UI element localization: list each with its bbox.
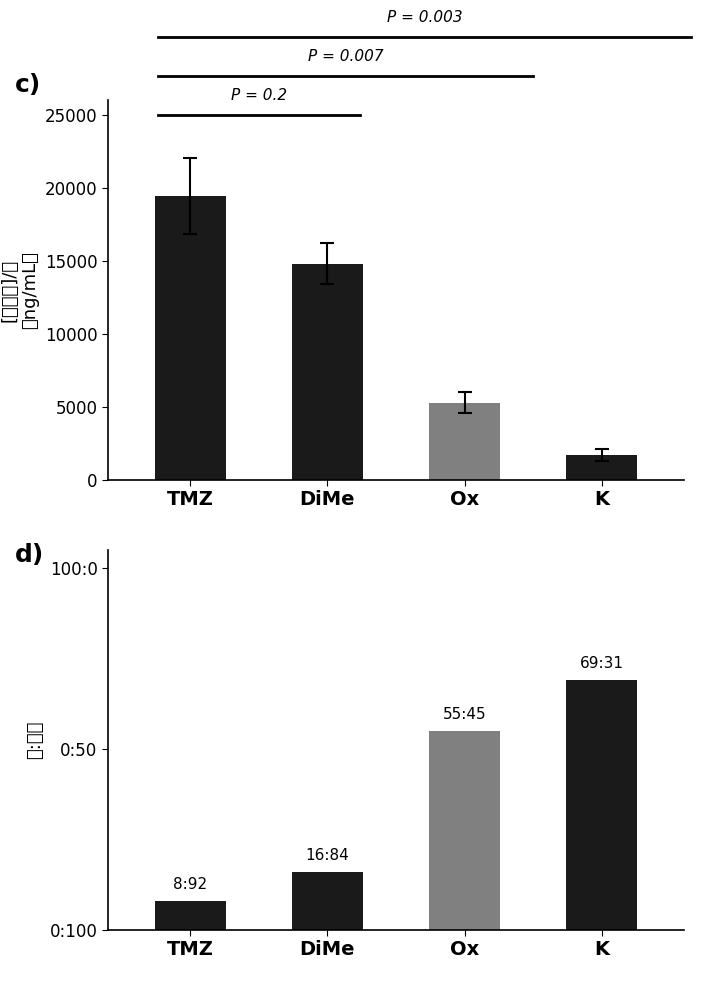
Y-axis label: [化合物]/血
（ng/mL）: [化合物]/血 （ng/mL） [1,251,40,329]
Text: 55:45: 55:45 [443,707,487,722]
Bar [292,264,363,480]
Text: 16:84: 16:84 [305,848,349,863]
Text: c): c) [14,73,40,97]
Bar [566,455,637,480]
Y-axis label: 腦:血比: 腦:血比 [26,721,44,759]
Text: 69:31: 69:31 [580,656,624,671]
Text: P = 0.003: P = 0.003 [387,10,463,25]
Bar [429,403,500,480]
Bar [566,680,637,930]
Bar [292,872,363,930]
Text: 8:92: 8:92 [174,877,207,892]
Bar [155,196,226,480]
Text: P = 0.007: P = 0.007 [307,49,384,64]
Bar [155,901,226,930]
Text: P = 0.2: P = 0.2 [231,88,287,103]
Bar [429,731,500,930]
Text: d): d) [14,543,44,567]
